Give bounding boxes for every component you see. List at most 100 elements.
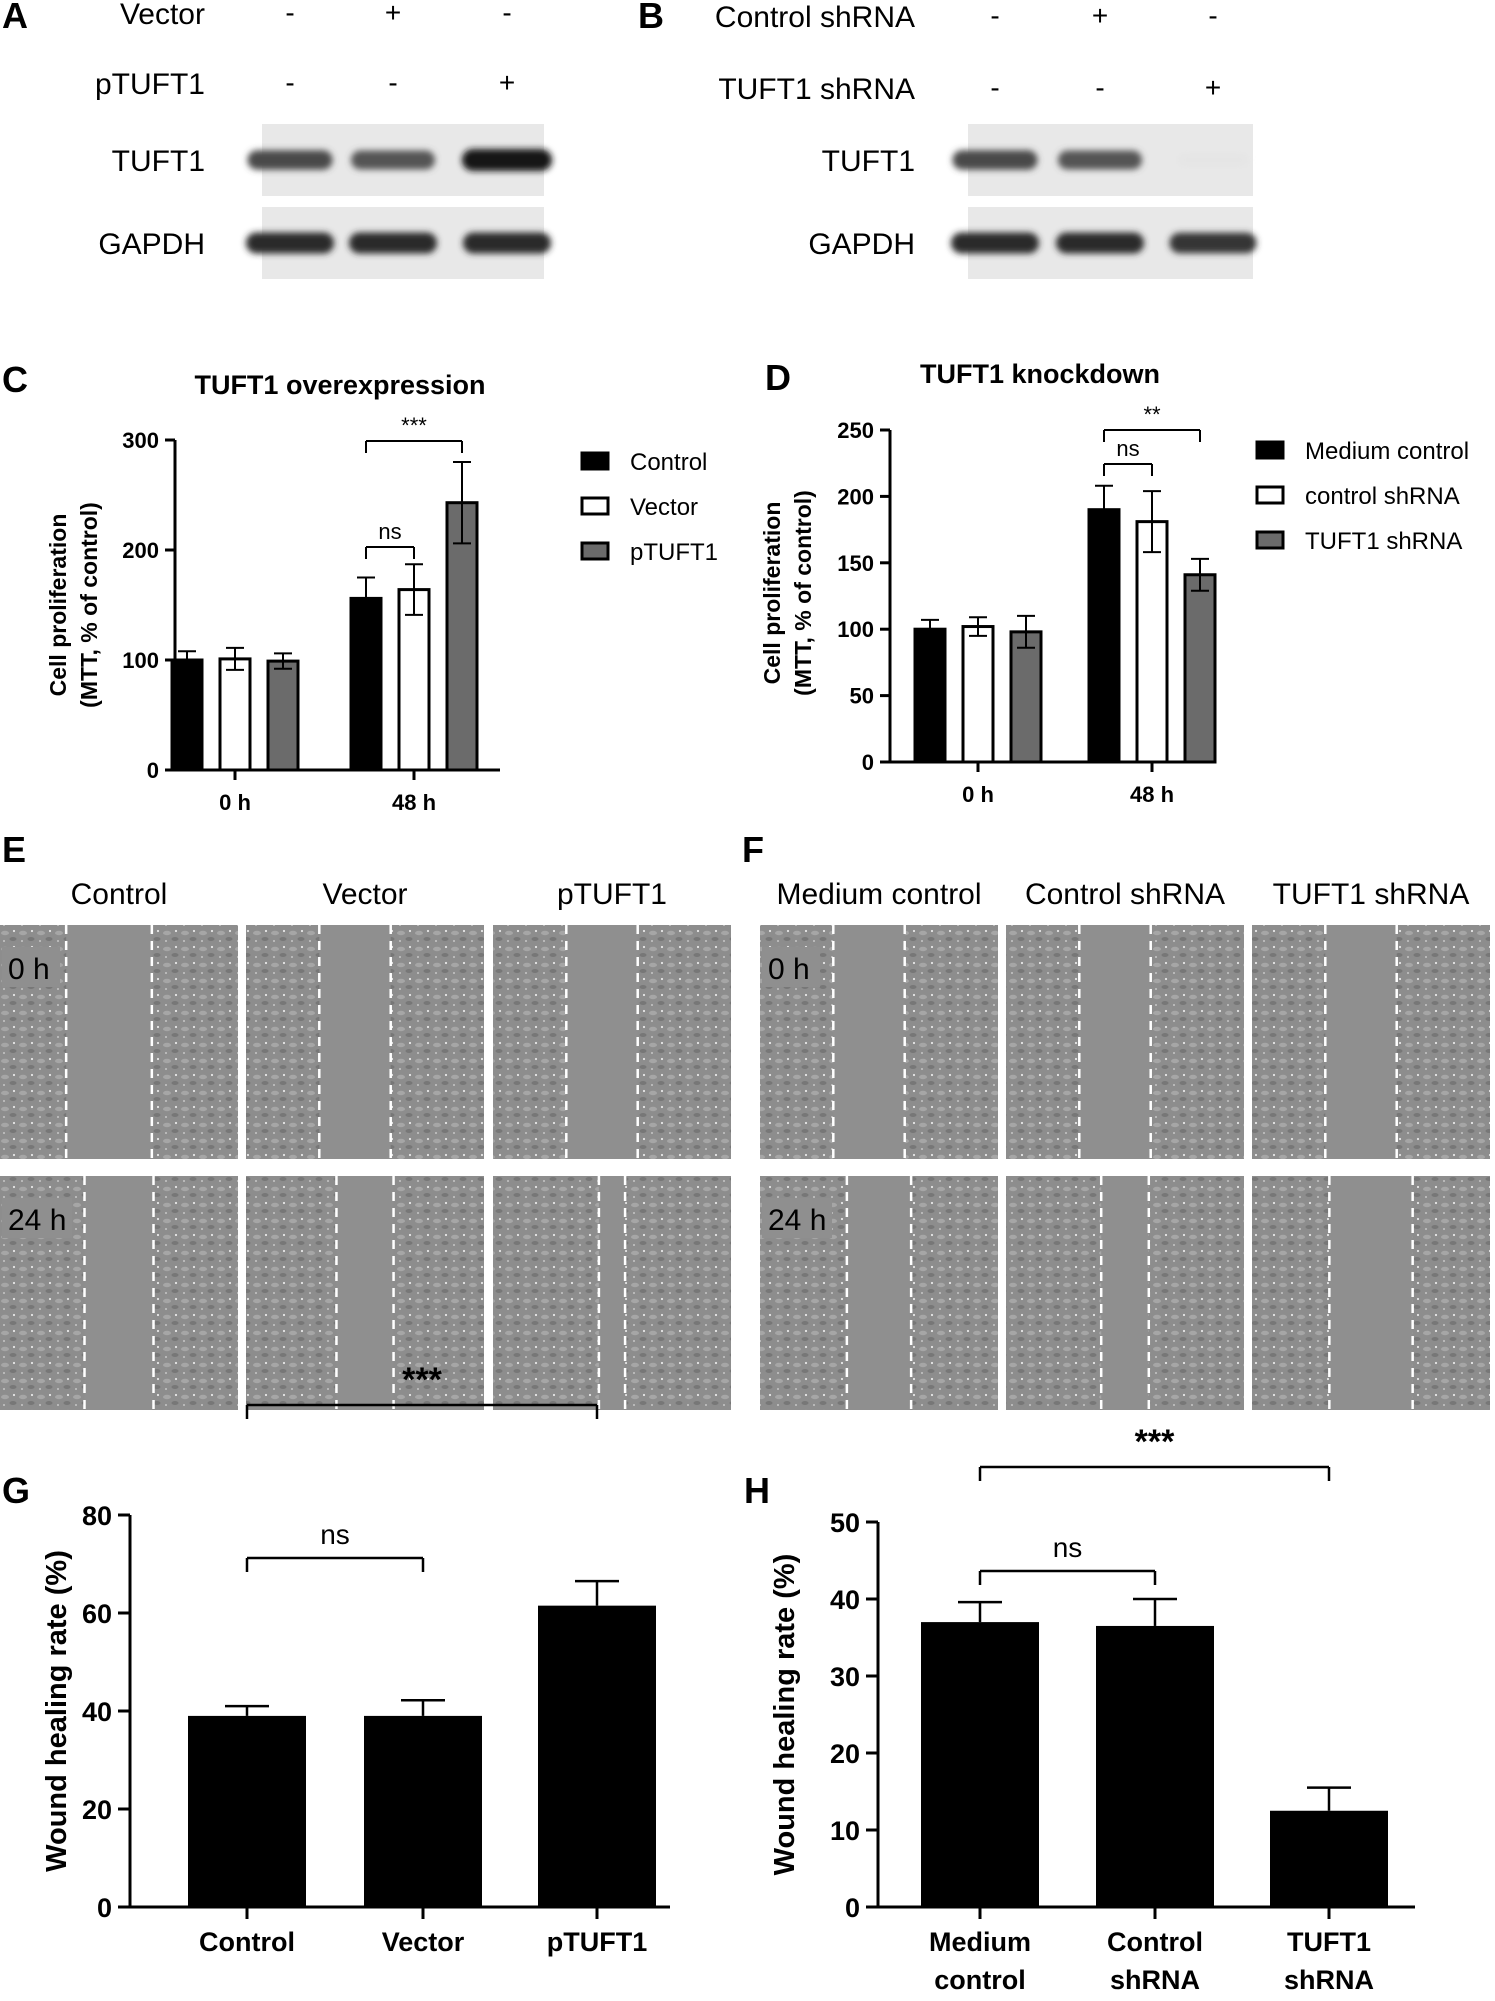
bar — [170, 658, 204, 772]
blot-label-gapdh: GAPDH — [98, 228, 205, 261]
legend-label: Control — [630, 449, 707, 476]
legend-swatch — [1255, 530, 1285, 550]
panel-letter: G — [2, 1470, 30, 1511]
blot-band — [1177, 153, 1249, 167]
treatment-mark: - — [388, 67, 397, 98]
bar — [913, 627, 947, 764]
wound-gap — [84, 1176, 154, 1410]
blot-band — [247, 150, 333, 170]
condition-label: Medium control — [776, 878, 981, 911]
legend-swatch — [580, 451, 610, 471]
y-tick-label: 40 — [82, 1697, 112, 1727]
legend-swatch — [580, 496, 610, 516]
condition-label: pTUFT1 — [557, 878, 667, 911]
bar — [188, 1715, 306, 1907]
panel-letter: E — [2, 829, 26, 870]
y-axis-label: Cell proliferation — [759, 502, 785, 685]
y-tick-label: 10 — [830, 1816, 860, 1846]
treatment-mark: + — [1205, 72, 1221, 103]
y-tick-label: 50 — [830, 1508, 860, 1538]
y-tick-label: 100 — [122, 648, 159, 673]
y-tick-label: 30 — [830, 1662, 860, 1692]
bar — [1087, 508, 1121, 764]
wound-gap — [846, 1176, 912, 1410]
wound-gap — [1079, 925, 1151, 1159]
significance-label: *** — [1135, 1423, 1175, 1461]
bar — [397, 588, 431, 772]
wound-gap — [319, 925, 391, 1159]
bar — [961, 625, 995, 764]
bar — [1009, 630, 1043, 764]
treatment-mark: - — [285, 0, 294, 28]
bar — [1135, 520, 1169, 764]
bar — [1270, 1810, 1388, 1907]
blot-band — [1055, 232, 1145, 254]
y-tick-label: 150 — [837, 551, 874, 576]
x-tick-label: Control — [1107, 1927, 1203, 1957]
panel-f: F Medium control Control shRNA TUFT1 shRNA 0… — [742, 829, 1490, 1410]
x-tick-label: pTUFT1 — [547, 1927, 648, 1957]
panel-letter: D — [765, 357, 791, 398]
condition-label: TUFT1 shRNA — [1273, 878, 1470, 911]
x-tick-label: 0 h — [962, 782, 994, 807]
treatment-mark: + — [385, 0, 401, 28]
panel-a: A Vector - + - pTUFT1 - - + TUFT1 GAPDH — [2, 0, 553, 279]
panel-letter: H — [744, 1470, 770, 1511]
y-tick-label: 250 — [837, 418, 874, 443]
condition-label: Control — [71, 878, 168, 911]
bar — [218, 657, 252, 772]
y-axis-label: (MTT, % of control) — [790, 490, 816, 696]
x-tick-label: control — [934, 1965, 1026, 1995]
wound-gap — [566, 925, 638, 1159]
bar — [1183, 573, 1217, 764]
blot-band — [952, 150, 1038, 170]
x-tick-label: shRNA — [1110, 1965, 1200, 1995]
time-label-bg — [762, 947, 820, 987]
significance-label: ns — [320, 1519, 350, 1550]
chart-c: C TUFT1 overexpression Cell proliferation(… — [2, 359, 718, 815]
significance-label: ** — [1143, 402, 1161, 427]
x-tick-label: 48 h — [392, 790, 436, 815]
condition-label: Vector — [322, 878, 407, 911]
y-tick-label: 60 — [82, 1599, 112, 1629]
significance-label: *** — [402, 1361, 442, 1399]
bar — [349, 596, 383, 772]
treatment-mark: + — [499, 67, 515, 98]
wound-gap — [833, 925, 905, 1159]
x-tick-label: Medium — [929, 1927, 1031, 1957]
legend-label: control shRNA — [1305, 483, 1460, 510]
blot-band — [461, 149, 553, 171]
treatment-mark: + — [1092, 0, 1108, 31]
treatment-mark: - — [1208, 0, 1217, 31]
treatment-mark: - — [1095, 72, 1104, 103]
blot-band — [245, 232, 335, 254]
y-tick-label: 20 — [830, 1739, 860, 1769]
treatment-label: pTUFT1 — [95, 68, 205, 101]
y-tick-label: 0 — [862, 750, 874, 775]
wound-gap — [598, 1176, 626, 1410]
significance-label: ns — [1116, 436, 1139, 461]
x-tick-label: Control — [199, 1927, 295, 1957]
blot-band — [350, 150, 436, 170]
panel-letter: C — [2, 359, 28, 400]
chart-title: TUFT1 overexpression — [194, 370, 485, 400]
y-tick-label: 200 — [122, 538, 159, 563]
chart-title: TUFT1 knockdown — [920, 359, 1160, 389]
x-tick-label: Vector — [382, 1927, 465, 1957]
time-label-bg — [2, 947, 60, 987]
treatment-label: Vector — [120, 0, 205, 31]
time-label: 0 h — [768, 953, 810, 986]
y-tick-label: 0 — [97, 1893, 112, 1923]
y-tick-label: 0 — [845, 1893, 860, 1923]
y-tick-label: 100 — [837, 617, 874, 642]
condition-label: Control shRNA — [1025, 878, 1225, 911]
significance-label: *** — [401, 413, 427, 438]
y-tick-label: 50 — [850, 684, 874, 709]
treatment-mark: - — [285, 67, 294, 98]
blot-label-tuft1: TUFT1 — [822, 145, 915, 178]
y-tick-label: 0 — [147, 758, 159, 783]
time-label-bg — [762, 1198, 832, 1238]
y-tick-label: 80 — [82, 1501, 112, 1531]
wound-gap — [336, 1176, 394, 1410]
panel-letter: A — [2, 0, 28, 36]
